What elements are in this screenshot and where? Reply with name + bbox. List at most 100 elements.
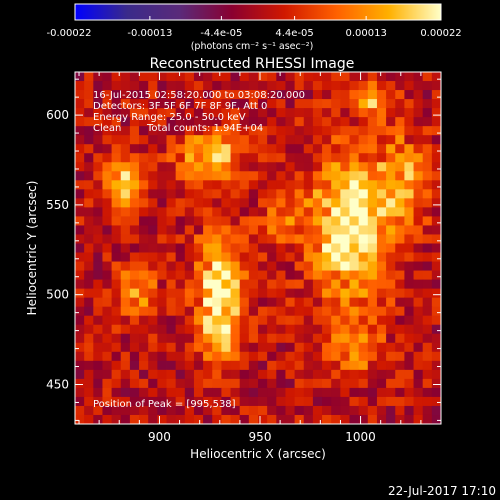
heatmap-cell [193, 351, 204, 362]
heatmap-cell [258, 99, 268, 109]
heatmap-cell [404, 414, 415, 424]
heatmap-cell [331, 207, 341, 218]
heatmap-cell [230, 378, 241, 389]
heatmap-cell [404, 252, 415, 263]
heatmap-cell [340, 153, 351, 163]
heatmap-cell [395, 108, 405, 118]
heatmap-cell [157, 72, 168, 82]
heatmap-cell [331, 144, 341, 154]
heatmap-cell [340, 81, 351, 91]
heatmap-cell [294, 144, 305, 154]
heatmap-cell [431, 306, 441, 317]
heatmap-cell [203, 207, 213, 218]
heatmap-cell [267, 297, 277, 308]
heatmap-cell [386, 342, 396, 353]
heatmap-cell [303, 405, 314, 416]
heatmap-cell [349, 81, 360, 91]
heatmap-cell [331, 378, 341, 389]
heatmap-cell [358, 252, 369, 263]
heatmap-cell [111, 171, 122, 181]
heatmap-cell [422, 324, 433, 335]
heatmap-cell [404, 225, 415, 236]
heatmap-cell [120, 225, 131, 236]
heatmap-cell [294, 378, 305, 389]
heatmap-cell [111, 216, 122, 227]
heatmap-cell [322, 378, 332, 389]
y-axis-label: Heliocentric Y (arcsec) [25, 181, 39, 316]
heatmap-cell [212, 126, 222, 136]
heatmap-cell [248, 288, 259, 299]
heatmap-cell [376, 189, 387, 199]
heatmap-cell [413, 252, 424, 263]
heatmap-cell [376, 99, 387, 109]
heatmap-cell [75, 126, 85, 136]
heatmap-cell [166, 279, 177, 290]
heatmap-cell [93, 369, 104, 380]
heatmap-cell [129, 108, 140, 118]
heatmap-cell [184, 360, 195, 371]
heatmap-cell [239, 315, 250, 326]
heatmap-cell [413, 153, 424, 163]
heatmap-cell [285, 378, 296, 389]
heatmap-cell [294, 171, 305, 181]
heatmap-cell [285, 126, 296, 136]
heatmap-cell [193, 180, 204, 190]
colorbar-tick-label: 0.00013 [345, 28, 386, 39]
heatmap-cell [331, 72, 341, 82]
heatmap-cell [157, 234, 168, 245]
heatmap-cell [376, 72, 387, 82]
heatmap-cell [349, 351, 360, 362]
heatmap-cell [367, 108, 378, 118]
heatmap-cell [148, 387, 158, 398]
heatmap-cell [312, 360, 323, 371]
heatmap-cell [175, 369, 186, 380]
heatmap-cell [157, 297, 168, 308]
heatmap-cell [157, 144, 168, 154]
heatmap-cell [312, 117, 323, 127]
heatmap-cell [349, 126, 360, 136]
heatmap-cell [340, 351, 351, 362]
heatmap-cell [422, 90, 433, 100]
heatmap-cell [239, 324, 250, 335]
heatmap-cell [129, 189, 140, 199]
heatmap-cell [75, 180, 85, 190]
heatmap-image [75, 72, 441, 424]
heatmap-cell [193, 135, 204, 145]
heatmap-cell [258, 108, 268, 118]
heatmap-cell [340, 162, 351, 172]
heatmap-cell [193, 72, 204, 82]
heatmap-cell [312, 90, 323, 100]
heatmap-cell [221, 414, 232, 424]
heatmap-cell [139, 387, 149, 398]
heatmap-cell [358, 270, 369, 281]
heatmap-cell [93, 153, 104, 163]
heatmap-cell [413, 135, 424, 145]
heatmap-cell [184, 108, 195, 118]
heatmap-cell [230, 414, 241, 424]
heatmap-cell [139, 396, 149, 407]
heatmap-cell [203, 189, 213, 199]
heatmap-cell [376, 252, 387, 263]
heatmap-cell [129, 261, 140, 272]
heatmap-cell [93, 315, 104, 326]
heatmap-cell [175, 279, 186, 290]
heatmap-cell [267, 333, 277, 344]
heatmap-cell [358, 225, 369, 236]
heatmap-cell [267, 360, 277, 371]
heatmap-cell [422, 117, 433, 127]
heatmap-cell [395, 171, 405, 181]
heatmap-cell [312, 198, 323, 208]
heatmap-cell [431, 378, 441, 389]
chart-title: Reconstructed RHESSI Image [150, 56, 355, 72]
heatmap-cell [75, 306, 85, 317]
heatmap-cell [148, 324, 158, 335]
heatmap-cell [111, 234, 122, 245]
heatmap-cell [120, 180, 131, 190]
heatmap-cell [358, 153, 369, 163]
heatmap-cell [285, 189, 296, 199]
heatmap-cell [111, 135, 122, 145]
heatmap-cell [239, 360, 250, 371]
heatmap-cell [376, 171, 387, 181]
heatmap-cell [75, 252, 85, 263]
heatmap-cell [413, 99, 424, 109]
